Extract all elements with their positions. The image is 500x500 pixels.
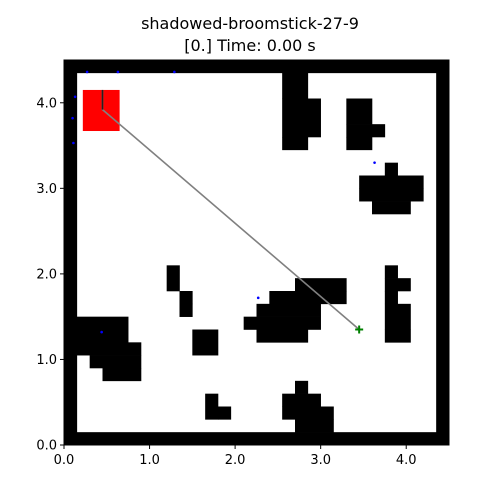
obstacle-cell — [243, 316, 321, 330]
obstacle-cell — [282, 98, 321, 138]
obstacle-cell — [218, 406, 232, 420]
x-tick-label: 3.0 — [310, 453, 331, 468]
axes-frame — [63, 59, 450, 446]
y-tick-label: 4.0 — [36, 96, 57, 111]
obstacle-cell — [179, 291, 193, 305]
lidar-point-layer — [71, 70, 376, 334]
y-axis: 0.0 1.0 2.0 3.0 4.0 — [36, 96, 64, 454]
y-tick-label: 1.0 — [36, 353, 57, 368]
lidar-point — [73, 95, 77, 99]
lidar-point — [71, 116, 74, 120]
obstacle-cell — [256, 329, 309, 343]
obstacle-cell — [102, 368, 142, 382]
x-tick-label: 2.0 — [225, 453, 246, 468]
lidar-point — [85, 70, 89, 74]
plot-area — [64, 60, 450, 446]
plot-subtitle: [0.] Time: 0.00 s — [184, 36, 316, 55]
obstacle-cell — [76, 342, 142, 356]
x-tick-label: 1.0 — [139, 453, 160, 468]
obstacle-cell — [89, 355, 142, 369]
y-tick-label: 3.0 — [36, 182, 57, 197]
obstacle-cell — [64, 60, 450, 74]
goal-region — [82, 89, 120, 132]
obstacle-cell — [346, 98, 373, 125]
obstacle-cell — [384, 278, 411, 292]
goal-layer — [82, 89, 120, 132]
obstacle-cell — [166, 265, 180, 292]
y-tick-label: 2.0 — [36, 267, 57, 282]
obstacle-cell — [64, 60, 78, 446]
obstacle-cell — [359, 175, 424, 189]
x-tick-label: 0.0 — [54, 453, 75, 468]
obstacle-cell — [295, 278, 347, 292]
obstacle-layer — [64, 60, 450, 446]
obstacle-cell — [384, 265, 398, 279]
lidar-point — [256, 296, 260, 300]
obstacle-cell — [179, 303, 193, 317]
obstacle-cell — [269, 291, 347, 305]
path-layer — [101, 89, 360, 331]
obstacle-cell — [282, 137, 309, 151]
lidar-point — [72, 141, 75, 145]
obstacle-cell — [384, 329, 411, 343]
y-tick-label: 0.0 — [36, 439, 57, 454]
obstacle-cell — [64, 432, 450, 446]
lidar-point — [100, 330, 103, 334]
obstacle-cell — [295, 380, 309, 394]
obstacle-cell — [192, 329, 219, 356]
obstacle-cell — [282, 393, 321, 407]
obstacle-cell — [295, 419, 334, 433]
obstacle-cell — [346, 137, 373, 151]
lidar-point — [116, 70, 120, 74]
plot-title: shadowed-broomstick-27-9 — [141, 14, 359, 33]
obstacle-cell — [384, 303, 411, 330]
obstacle-cell — [436, 60, 450, 446]
x-axis: 0.0 1.0 2.0 3.0 4.0 — [54, 445, 417, 468]
lidar-point — [373, 161, 376, 164]
obstacle-cell — [384, 291, 398, 305]
obstacle-cell — [372, 201, 411, 215]
obstacle-cell — [282, 72, 309, 99]
obstacle-cell — [384, 162, 398, 176]
obstacle-cell — [282, 406, 334, 420]
robot-layer — [355, 325, 364, 334]
lidar-point — [173, 70, 176, 74]
obstacle-cell — [359, 188, 424, 202]
obstacle-cell — [256, 303, 321, 317]
obstacle-cell — [346, 124, 386, 138]
x-tick-label: 4.0 — [396, 453, 417, 468]
obstacle-cell — [76, 316, 129, 343]
obstacle-cell — [205, 393, 219, 420]
